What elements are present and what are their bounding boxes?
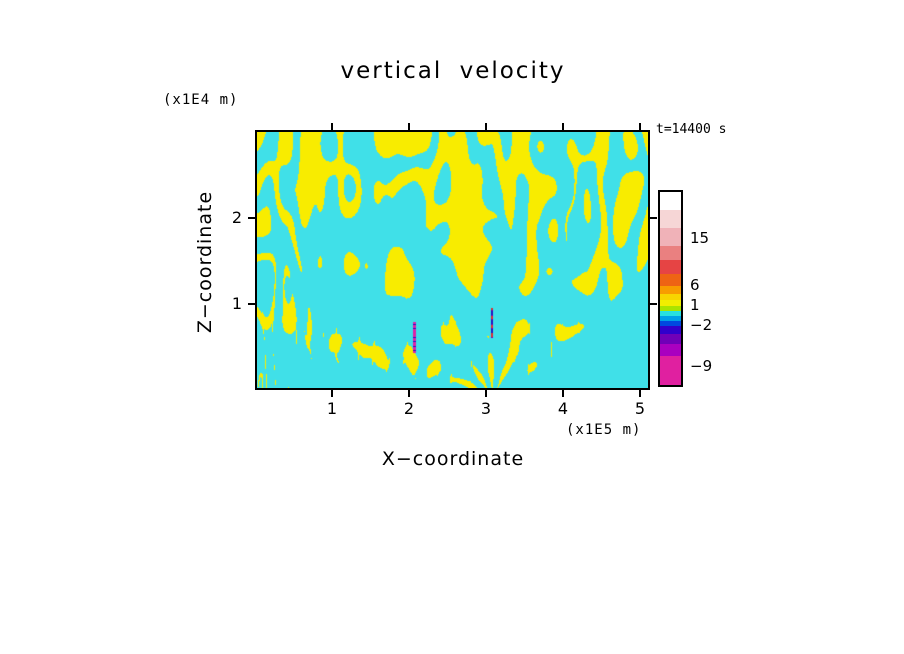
colorbar-segment <box>660 228 681 246</box>
x-axis-tick <box>638 390 641 397</box>
z-tick-label: 2 <box>231 207 242 227</box>
x-axis-title: X−coordinate <box>381 448 525 470</box>
z-axis-tick <box>650 302 657 305</box>
colorbar-tick-label: 1 <box>690 296 700 314</box>
colorbar-segment <box>660 294 681 300</box>
z-axis-tick <box>248 302 255 305</box>
x-axis-tick <box>484 123 487 130</box>
z-axis-tick <box>650 216 657 219</box>
colorbar-segment <box>660 274 681 286</box>
colorbar-segment <box>660 356 681 385</box>
colorbar-segment <box>660 286 681 294</box>
x-tick-label: 1 <box>326 399 338 418</box>
colorbar-segment <box>660 344 681 356</box>
colorbar <box>658 190 683 387</box>
z-tick-label: 1 <box>231 293 242 313</box>
chart-title: vertical velocity <box>340 58 566 84</box>
x-axis-unit-label: (x1E5 m) <box>566 422 642 438</box>
colorbar-tick-label: 15 <box>690 229 710 247</box>
x-tick-label: 2 <box>403 399 415 418</box>
colorbar-segment <box>660 311 681 316</box>
colorbar-segment <box>660 334 681 344</box>
colorbar-segment <box>660 246 681 260</box>
x-axis-tick <box>561 390 564 397</box>
z-axis-unit-label: (x1E4 m) <box>163 92 239 108</box>
z-axis-tick <box>248 216 255 219</box>
colorbar-tick-label: −9 <box>690 357 713 375</box>
time-label: t=14400 s <box>656 122 727 137</box>
x-tick-label: 5 <box>634 399 646 418</box>
colorbar-segment <box>660 316 681 321</box>
x-axis-tick <box>561 123 564 130</box>
colorbar-segment <box>660 326 681 334</box>
x-tick-label: 3 <box>480 399 492 418</box>
colorbar-tick-label: 6 <box>690 276 700 294</box>
x-axis-tick <box>330 390 333 397</box>
colorbar-segment <box>660 210 681 228</box>
heatmap-canvas <box>257 132 648 388</box>
z-axis-title: Z−coordinate <box>194 190 216 334</box>
colorbar-segment <box>660 192 681 210</box>
x-axis-tick <box>407 390 410 397</box>
x-axis-tick <box>407 123 410 130</box>
x-axis-tick <box>638 123 641 130</box>
colorbar-segment <box>660 260 681 274</box>
colorbar-segment <box>660 300 681 306</box>
colorbar-tick-label: −2 <box>690 316 713 334</box>
x-axis-tick <box>330 123 333 130</box>
x-tick-label: 4 <box>557 399 569 418</box>
colorbar-segment <box>660 321 681 326</box>
plot-area <box>255 130 650 390</box>
x-axis-tick <box>484 390 487 397</box>
colorbar-segment <box>660 306 681 311</box>
